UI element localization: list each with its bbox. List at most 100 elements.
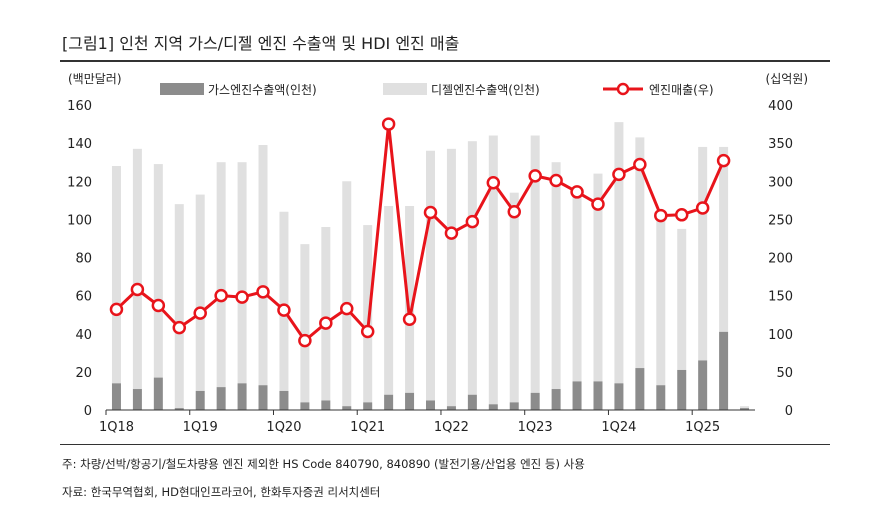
- bar-gas: [300, 402, 310, 410]
- legend-item-engine: 엔진매출(우): [603, 82, 714, 97]
- engine-revenue-point: [549, 173, 563, 188]
- bar-diesel: [321, 227, 331, 401]
- bar-gas: [551, 389, 561, 410]
- right-tick-label: 350: [768, 137, 793, 152]
- figure-title: [그림1] 인천 지역 가스/디젤 엔진 수출액 및 HDI 엔진 매출: [62, 34, 460, 53]
- engine-revenue-point: [235, 290, 249, 304]
- x-tick-label: 1Q21: [350, 420, 385, 435]
- legend-label-gas: 가스엔진수출액(인천): [208, 82, 317, 97]
- bar-diesel: [698, 146, 708, 361]
- legend-label-engine: 엔진매출(우): [649, 83, 714, 97]
- left-tick-label: 60: [75, 290, 92, 305]
- legend: 가스엔진수출액(인천) 디젤엔진수출액(인천) 엔진매출(우): [160, 82, 714, 97]
- bar-gas: [509, 402, 519, 410]
- source-note: 자료: 한국무역협회, HD현대인프라코어, 한화투자증권 리서치센터: [62, 485, 381, 499]
- legend-item-diesel: 디젤엔진수출액(인천): [383, 82, 540, 97]
- engine-revenue-point: [423, 205, 438, 220]
- bar-gas: [258, 385, 268, 410]
- engine-revenue-point: [444, 226, 459, 240]
- x-tick-label: 1Q22: [434, 420, 469, 435]
- bar-gas: [488, 404, 498, 410]
- left-axis-ticks: 0 20 40 60 80 100 120 140 160: [67, 99, 92, 419]
- bar-gas: [467, 394, 477, 410]
- engine-revenue-point: [674, 208, 689, 222]
- legend-swatch-gas: [160, 83, 204, 95]
- bar-diesel: [446, 148, 456, 407]
- x-tick-label: 1Q20: [266, 420, 301, 435]
- engine-revenue-point: [486, 176, 501, 190]
- bar-diesel: [342, 181, 352, 407]
- left-tick-label: 0: [84, 404, 92, 419]
- bar-gas: [405, 392, 415, 410]
- right-tick-label: 100: [768, 328, 793, 343]
- x-tick-label: 1Q25: [685, 420, 720, 435]
- engine-revenue-point: [172, 320, 187, 335]
- legend-item-gas: 가스엔진수출액(인천): [160, 82, 317, 97]
- bar-gas: [279, 390, 289, 410]
- bar-gas: [677, 369, 687, 410]
- right-axis-ticks: 0 50 100 150 200 250 300 350 400: [768, 99, 793, 419]
- engine-revenue-point: [256, 285, 270, 299]
- right-tick-label: 0: [785, 404, 793, 419]
- bar-diesel: [195, 194, 205, 391]
- engine-revenue-point: [591, 197, 605, 211]
- engine-revenue-point: [319, 316, 333, 330]
- bar-diesel: [111, 166, 121, 384]
- bars: [111, 122, 750, 410]
- right-tick-label: 400: [768, 99, 793, 114]
- bar-gas: [572, 381, 582, 410]
- bar-gas: [342, 406, 352, 410]
- bar-gas: [384, 394, 394, 410]
- engine-revenue-point: [612, 167, 626, 182]
- legend-label-diesel: 디젤엔진수출액(인천): [431, 82, 540, 97]
- engine-revenue-point: [465, 214, 480, 229]
- right-axis-label: (십억원): [766, 72, 808, 86]
- x-axis-ticks: 1Q18 1Q19 1Q20 1Q21 1Q22 1Q23 1Q24 1Q25: [99, 410, 720, 435]
- title-rule: [60, 60, 830, 62]
- bar-diesel: [488, 135, 498, 405]
- engine-revenue-point: [402, 312, 417, 327]
- bar-diesel: [719, 146, 729, 332]
- bar-diesel: [405, 206, 415, 393]
- engine-revenue-point: [507, 205, 521, 219]
- engine-revenue-point: [381, 117, 396, 131]
- left-tick-label: 80: [75, 252, 92, 267]
- bar-gas: [363, 402, 373, 410]
- bar-gas: [153, 377, 163, 410]
- bar-diesel: [509, 192, 519, 403]
- engine-revenue-point: [151, 298, 166, 313]
- bar-gas: [719, 331, 729, 410]
- x-tick-label: 1Q24: [601, 420, 636, 435]
- engine-revenue-point: [214, 288, 228, 303]
- bar-gas: [237, 383, 247, 410]
- left-tick-label: 160: [67, 99, 92, 114]
- left-tick-label: 20: [75, 366, 92, 381]
- bar-diesel: [530, 135, 540, 393]
- bar-diesel: [132, 148, 142, 390]
- bar-gas: [132, 389, 142, 410]
- bar-diesel: [656, 217, 666, 386]
- left-tick-label: 100: [67, 213, 92, 228]
- bottom-rule: [60, 444, 830, 445]
- bar-diesel: [174, 204, 184, 409]
- bar-diesel: [216, 162, 226, 388]
- engine-revenue-point: [298, 333, 312, 348]
- bar-diesel: [363, 225, 373, 403]
- bar-gas: [446, 406, 456, 410]
- bar-diesel: [279, 211, 289, 391]
- bar-gas: [426, 400, 435, 410]
- right-tick-label: 300: [768, 175, 793, 190]
- footnote: 주: 차량/선박/항공기/철도차량용 엔진 제외한 HS Code 840790…: [62, 457, 585, 471]
- x-tick-label: 1Q19: [183, 420, 218, 435]
- bar-diesel: [677, 228, 687, 370]
- engine-revenue-point: [716, 153, 731, 168]
- bar-diesel: [614, 122, 624, 384]
- engine-revenue-point: [360, 324, 375, 339]
- bar-gas: [740, 408, 750, 410]
- left-tick-label: 140: [67, 137, 92, 152]
- engine-revenue-point: [340, 301, 354, 316]
- engine-revenue-path: [115, 122, 725, 343]
- bar-gas: [698, 360, 708, 410]
- engine-revenue-point: [277, 303, 291, 317]
